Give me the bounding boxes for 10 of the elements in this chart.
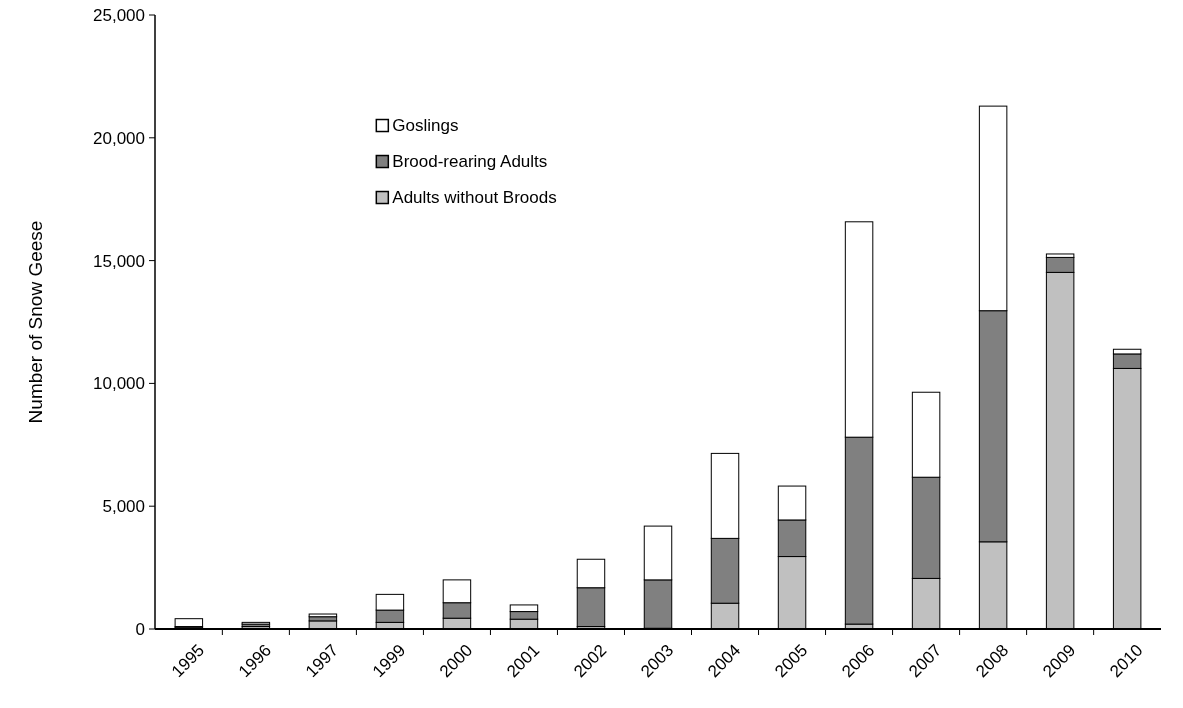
legend-label: Goslings [392,116,459,136]
y-axis-title: Number of Snow Geese [25,220,46,424]
y-tick-label: 10,000 [93,374,145,394]
legend-label: Adults without Broods [392,188,557,208]
y-tick-label: 15,000 [93,251,145,271]
y-tick-label: 0 [135,619,145,639]
y-tick-label: 5,000 [102,497,145,517]
y-tick-label: 20,000 [93,128,145,148]
legend-label: Brood-rearing Adults [392,152,548,172]
y-tick-label: 25,000 [93,5,145,25]
